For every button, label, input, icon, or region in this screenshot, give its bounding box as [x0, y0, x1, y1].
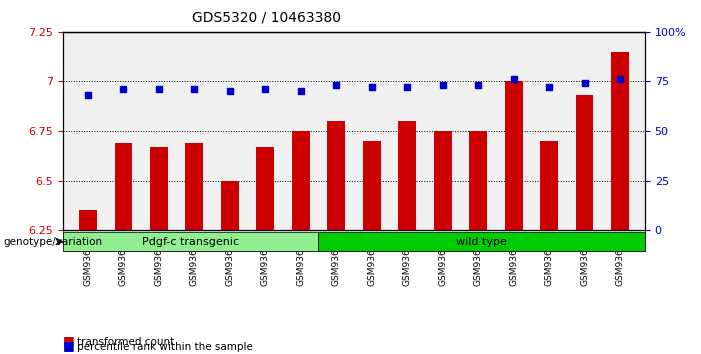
Bar — [186, 143, 203, 230]
Text: percentile rank within the sample: percentile rank within the sample — [77, 342, 253, 352]
Point — [224, 88, 236, 94]
Point — [508, 76, 519, 82]
Text: GDS5320 / 10463380: GDS5320 / 10463380 — [192, 11, 341, 25]
Bar — [611, 52, 629, 230]
Bar — [434, 131, 451, 230]
Point — [154, 86, 165, 92]
Bar — [257, 147, 274, 230]
Point — [579, 81, 590, 86]
Point — [331, 82, 342, 88]
Bar — [505, 81, 522, 230]
Point — [259, 86, 271, 92]
Point — [472, 82, 484, 88]
Bar — [221, 181, 239, 230]
Point — [437, 82, 449, 88]
Point — [189, 86, 200, 92]
Point — [82, 92, 93, 98]
Text: wild type: wild type — [456, 236, 507, 247]
Text: genotype/variation: genotype/variation — [4, 236, 102, 247]
Bar — [114, 143, 132, 230]
Bar — [79, 210, 97, 230]
Bar — [398, 121, 416, 230]
Point — [118, 86, 129, 92]
Bar — [363, 141, 381, 230]
Bar — [292, 131, 310, 230]
Bar — [469, 131, 487, 230]
Bar — [327, 121, 345, 230]
Point — [295, 88, 306, 94]
Text: ■: ■ — [63, 339, 75, 352]
Bar — [540, 141, 558, 230]
Point — [402, 85, 413, 90]
Point — [543, 85, 554, 90]
Text: ■: ■ — [63, 334, 75, 347]
Point — [615, 76, 626, 82]
Bar — [576, 95, 594, 230]
Point — [366, 85, 377, 90]
Text: transformed count: transformed count — [77, 337, 175, 347]
Text: Pdgf-c transgenic: Pdgf-c transgenic — [142, 236, 239, 247]
Bar — [150, 147, 168, 230]
